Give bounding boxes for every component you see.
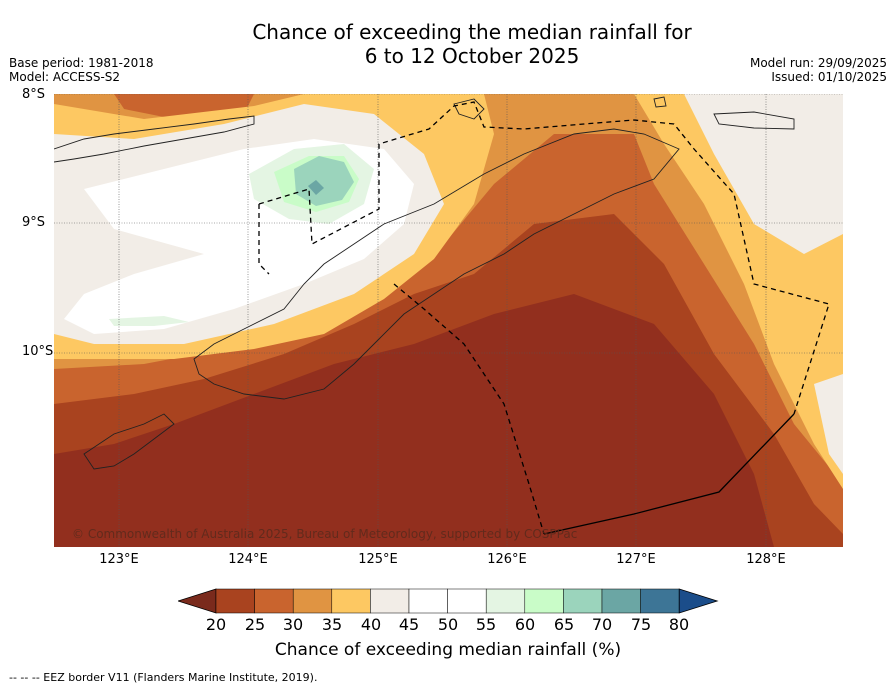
model-run-date: Model run: 29/09/2025	[749, 56, 887, 70]
lat-label-8s: 8°S	[22, 87, 46, 102]
rainfall-map	[54, 94, 843, 547]
cb-tick-80: 80	[668, 615, 690, 634]
colorbar-cell	[370, 588, 410, 614]
colorbar-cell	[408, 588, 448, 614]
base-period: Base period: 1981-2018	[9, 56, 154, 70]
sumba-coast	[83, 413, 175, 470]
island-ne	[713, 111, 795, 130]
colorbar-cell	[447, 588, 487, 614]
colorbar-cell	[254, 588, 294, 614]
cb-tick-70: 70	[591, 615, 613, 634]
lat-label-9s: 9°S	[22, 215, 46, 230]
colorbar-cell	[601, 588, 641, 614]
lon-label-126e: 126°E	[487, 552, 527, 567]
cb-tick-25: 25	[244, 615, 266, 634]
band-45-50-east	[684, 94, 843, 254]
colorbar-cell	[524, 588, 564, 614]
colorbar-label: Chance of exceeding median rainfall (%)	[274, 640, 622, 660]
cb-tick-60: 60	[514, 615, 536, 634]
run-info: Model run: 29/09/2025 Issued: 01/10/2025	[750, 56, 887, 84]
band-55-60-west	[109, 316, 189, 326]
cb-tick-65: 65	[553, 615, 575, 634]
coastline	[54, 96, 795, 470]
lon-label-127e: 127°E	[616, 552, 656, 567]
graticule	[54, 94, 843, 547]
issued-date: Issued: 01/10/2025	[771, 70, 887, 84]
lon-label-125e: 125°E	[358, 552, 398, 567]
title-line-1: Chance of exceeding the median rainfall …	[252, 20, 692, 44]
eez-border	[258, 101, 830, 535]
colorbar-cell	[215, 588, 255, 614]
colorbar-extend-low	[178, 588, 217, 614]
map-title: Chance of exceeding the median rainfall …	[0, 20, 896, 68]
band-70-75	[308, 180, 324, 195]
eez-footnote: -- -- -- EEZ border V11 (Flanders Marine…	[9, 671, 318, 684]
lon-label-123e: 123°E	[99, 552, 139, 567]
colorbar-cell	[563, 588, 603, 614]
colorbar-extend-high	[678, 588, 719, 614]
eez-border-solid	[543, 413, 795, 535]
flores-coast	[54, 115, 255, 163]
cb-tick-75: 75	[630, 615, 652, 634]
timor-coast	[193, 128, 680, 400]
islands-north	[453, 98, 485, 120]
colorbar-cell	[292, 588, 333, 614]
model-info: Base period: 1981-2018 Model: ACCESS-S2	[9, 56, 154, 84]
cb-tick-30: 30	[282, 615, 304, 634]
title-line-2: 6 to 12 October 2025	[364, 44, 580, 68]
cb-tick-40: 40	[360, 615, 382, 634]
cb-tick-50: 50	[437, 615, 459, 634]
colorbar-cell	[640, 588, 680, 614]
island-ne-small	[653, 96, 667, 108]
copyright-notice: © Commonwealth of Australia 2025, Bureau…	[72, 527, 578, 541]
cb-tick-55: 55	[475, 615, 497, 634]
colorbar-cell	[331, 588, 371, 614]
band-45-50-south	[814, 374, 843, 474]
model-name: Model: ACCESS-S2	[9, 70, 121, 84]
colorbar-cell	[485, 588, 526, 614]
colorbar	[178, 588, 719, 614]
cb-tick-45: 45	[398, 615, 420, 634]
lon-label-128e: 128°E	[746, 552, 786, 567]
cb-tick-20: 20	[205, 615, 227, 634]
lon-label-124e: 124°E	[228, 552, 268, 567]
lat-label-10s: 10°S	[22, 344, 54, 359]
cb-tick-35: 35	[321, 615, 343, 634]
